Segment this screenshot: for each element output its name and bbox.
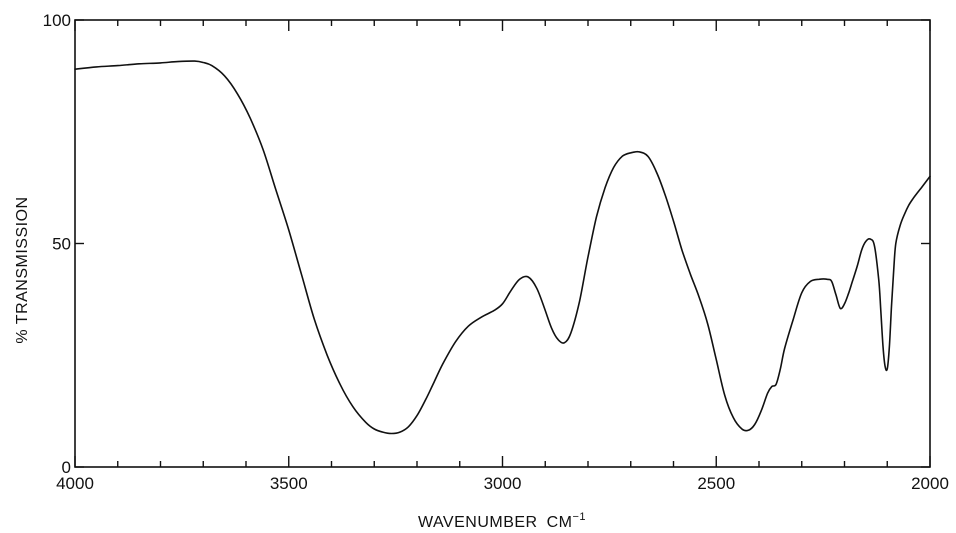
spectrum-line [74, 60, 931, 435]
y-tick-label: 50 [52, 235, 71, 254]
plot-frame [74, 19, 931, 468]
y-tick-label: 0 [62, 458, 71, 477]
y-tick-label: 100 [43, 11, 71, 30]
x-tick-label: 3500 [270, 474, 308, 493]
axis-ticks [74, 19, 931, 468]
axis-tick-labels: 4000 3500 3000 2500 2000 100 50 0 [43, 11, 949, 493]
x-axis-label: WAVENUMBER [418, 514, 538, 531]
x-tick-label: 4000 [56, 474, 94, 493]
x-axis-title: WAVENUMBER CM−1 [418, 511, 586, 531]
x-tick-label: 2000 [911, 474, 949, 493]
x-tick-label: 3000 [484, 474, 522, 493]
x-axis-unit-exponent: −1 [573, 511, 587, 523]
x-tick-label: 2500 [697, 474, 735, 493]
x-axis-unit: CM [547, 514, 573, 531]
y-axis-title: % TRANSMISSION [14, 196, 31, 343]
